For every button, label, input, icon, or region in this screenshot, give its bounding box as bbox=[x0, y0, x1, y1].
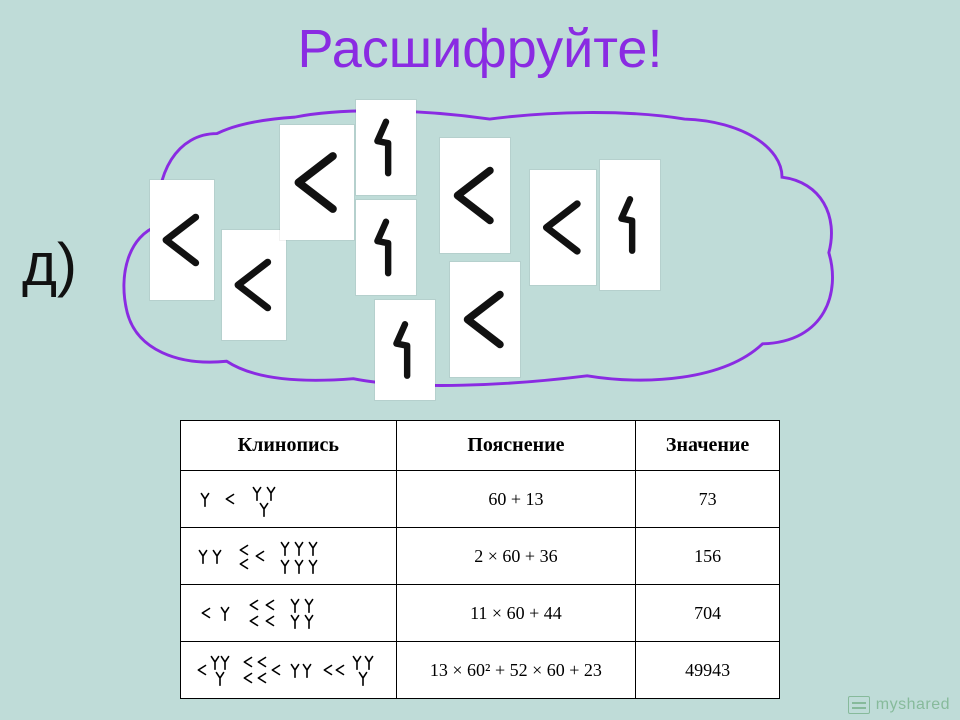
wedge-ten-icon bbox=[530, 170, 596, 285]
cell-cuneiform bbox=[181, 585, 397, 642]
glyph-card bbox=[150, 180, 214, 300]
wedge-one-icon bbox=[600, 160, 660, 290]
cell-value: 49943 bbox=[636, 642, 780, 699]
watermark-text: myshared bbox=[876, 696, 950, 714]
wedge-ten-icon bbox=[280, 125, 354, 240]
table-row: 60 + 1373 bbox=[181, 471, 780, 528]
glyph-card bbox=[375, 300, 435, 400]
wedge-ten-icon bbox=[440, 138, 510, 253]
reference-table: Клинопись Пояснение Значение 60 + 13732 … bbox=[180, 420, 780, 699]
cell-explanation: 60 + 13 bbox=[396, 471, 636, 528]
cell-explanation: 2 × 60 + 36 bbox=[396, 528, 636, 585]
glyph-card bbox=[440, 138, 510, 253]
cell-value: 704 bbox=[636, 585, 780, 642]
table-row: 2 × 60 + 36156 bbox=[181, 528, 780, 585]
cell-value: 73 bbox=[636, 471, 780, 528]
table-row: 11 × 60 + 44704 bbox=[181, 585, 780, 642]
cuneiform-icon bbox=[187, 591, 387, 635]
wedge-ten-icon bbox=[222, 230, 286, 340]
wedge-one-icon bbox=[375, 300, 435, 400]
watermark-icon bbox=[848, 696, 870, 714]
th-value: Значение bbox=[636, 421, 780, 471]
th-cuneiform: Клинопись bbox=[181, 421, 397, 471]
cuneiform-icon bbox=[187, 477, 387, 521]
glyph-card bbox=[222, 230, 286, 340]
wedge-ten-icon bbox=[450, 262, 520, 377]
glyph-card bbox=[356, 100, 416, 195]
glyph-card bbox=[450, 262, 520, 377]
cell-cuneiform bbox=[181, 642, 397, 699]
cell-explanation: 11 × 60 + 44 bbox=[396, 585, 636, 642]
glyph-card bbox=[530, 170, 596, 285]
item-label: д) bbox=[22, 230, 77, 299]
watermark: myshared bbox=[848, 696, 950, 714]
cell-explanation: 13 × 60² + 52 × 60 + 23 bbox=[396, 642, 636, 699]
wedge-ten-icon bbox=[150, 180, 214, 300]
th-explanation: Пояснение bbox=[396, 421, 636, 471]
table-row: 13 × 60² + 52 × 60 + 2349943 bbox=[181, 642, 780, 699]
page-title: Расшифруйте! bbox=[0, 18, 960, 80]
wedge-one-icon bbox=[356, 200, 416, 295]
cuneiform-icon bbox=[187, 534, 387, 578]
glyph-card bbox=[280, 125, 354, 240]
wedge-one-icon bbox=[356, 100, 416, 195]
glyph-card bbox=[600, 160, 660, 290]
cell-cuneiform bbox=[181, 528, 397, 585]
glyph-card bbox=[356, 200, 416, 295]
cell-value: 156 bbox=[636, 528, 780, 585]
cell-cuneiform bbox=[181, 471, 397, 528]
cuneiform-icon bbox=[187, 648, 387, 692]
